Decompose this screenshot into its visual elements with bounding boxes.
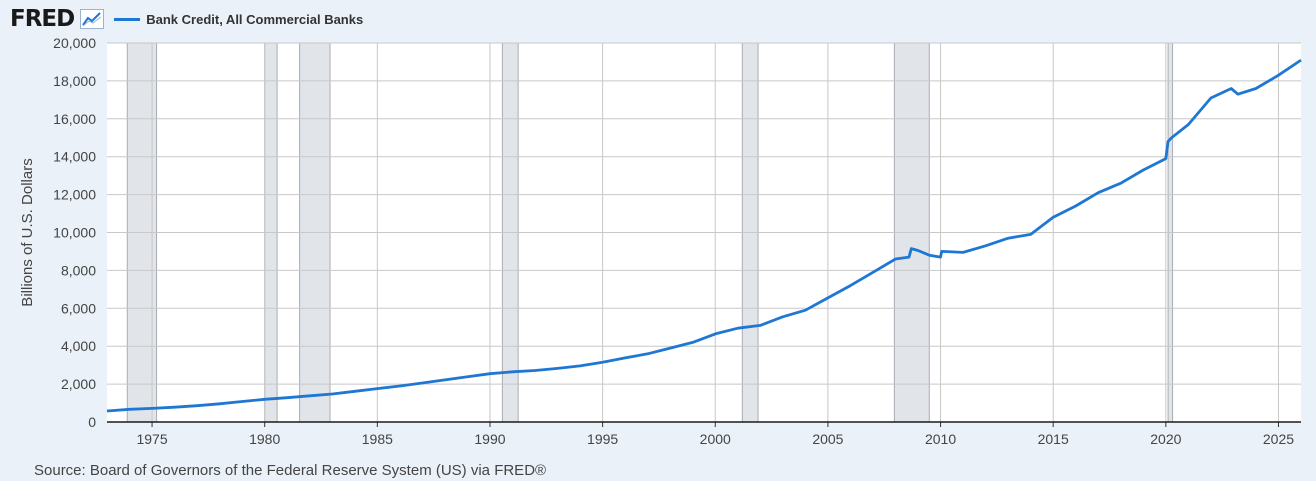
y-tick-label: 6,000 [61,300,96,316]
x-tick-label: 2000 [700,431,731,447]
x-tick-label: 2010 [925,431,956,447]
y-tick-label: 14,000 [53,149,96,165]
source-note: Source: Board of Governors of the Federa… [34,462,547,479]
y-tick-label: 10,000 [53,225,96,241]
y-tick-label: 20,000 [53,35,96,51]
legend-label: Bank Credit, All Commercial Banks [146,11,364,27]
x-tick-label: 1975 [136,431,167,447]
x-tick-label: 1985 [362,431,393,447]
x-tick-label: 1990 [474,431,505,447]
line-chart[interactable]: 0 2,000 4,000 6,000 8,000 10,000 12,000 14,000 1… [0,0,1316,460]
y-tick-label: 4,000 [61,338,96,354]
y-axis-label: Billions of U.S. Dollars [19,158,36,306]
x-tick-label: 1980 [249,431,280,447]
x-tick-label: 2025 [1263,431,1294,447]
fred-logo[interactable]: FRED [10,5,75,32]
y-tick-label: 18,000 [53,73,96,89]
x-tick-label: 2020 [1150,431,1181,447]
y-tick-label: 8,000 [61,262,96,278]
chart-header: FRED Bank Credit, All Commercial Banks [10,4,363,34]
x-tick-label: 2015 [1038,431,1069,447]
legend-swatch [114,17,141,21]
y-tick-label: 2,000 [61,376,96,392]
series-line [106,58,1302,413]
y-tick-label: 0 [88,414,96,430]
y-tick-label: 12,000 [53,187,96,203]
line-chart-icon [80,9,105,29]
y-tick-label: 16,000 [53,111,96,127]
x-tick-label: 1995 [587,431,618,447]
x-tick-label: 2005 [812,431,843,447]
